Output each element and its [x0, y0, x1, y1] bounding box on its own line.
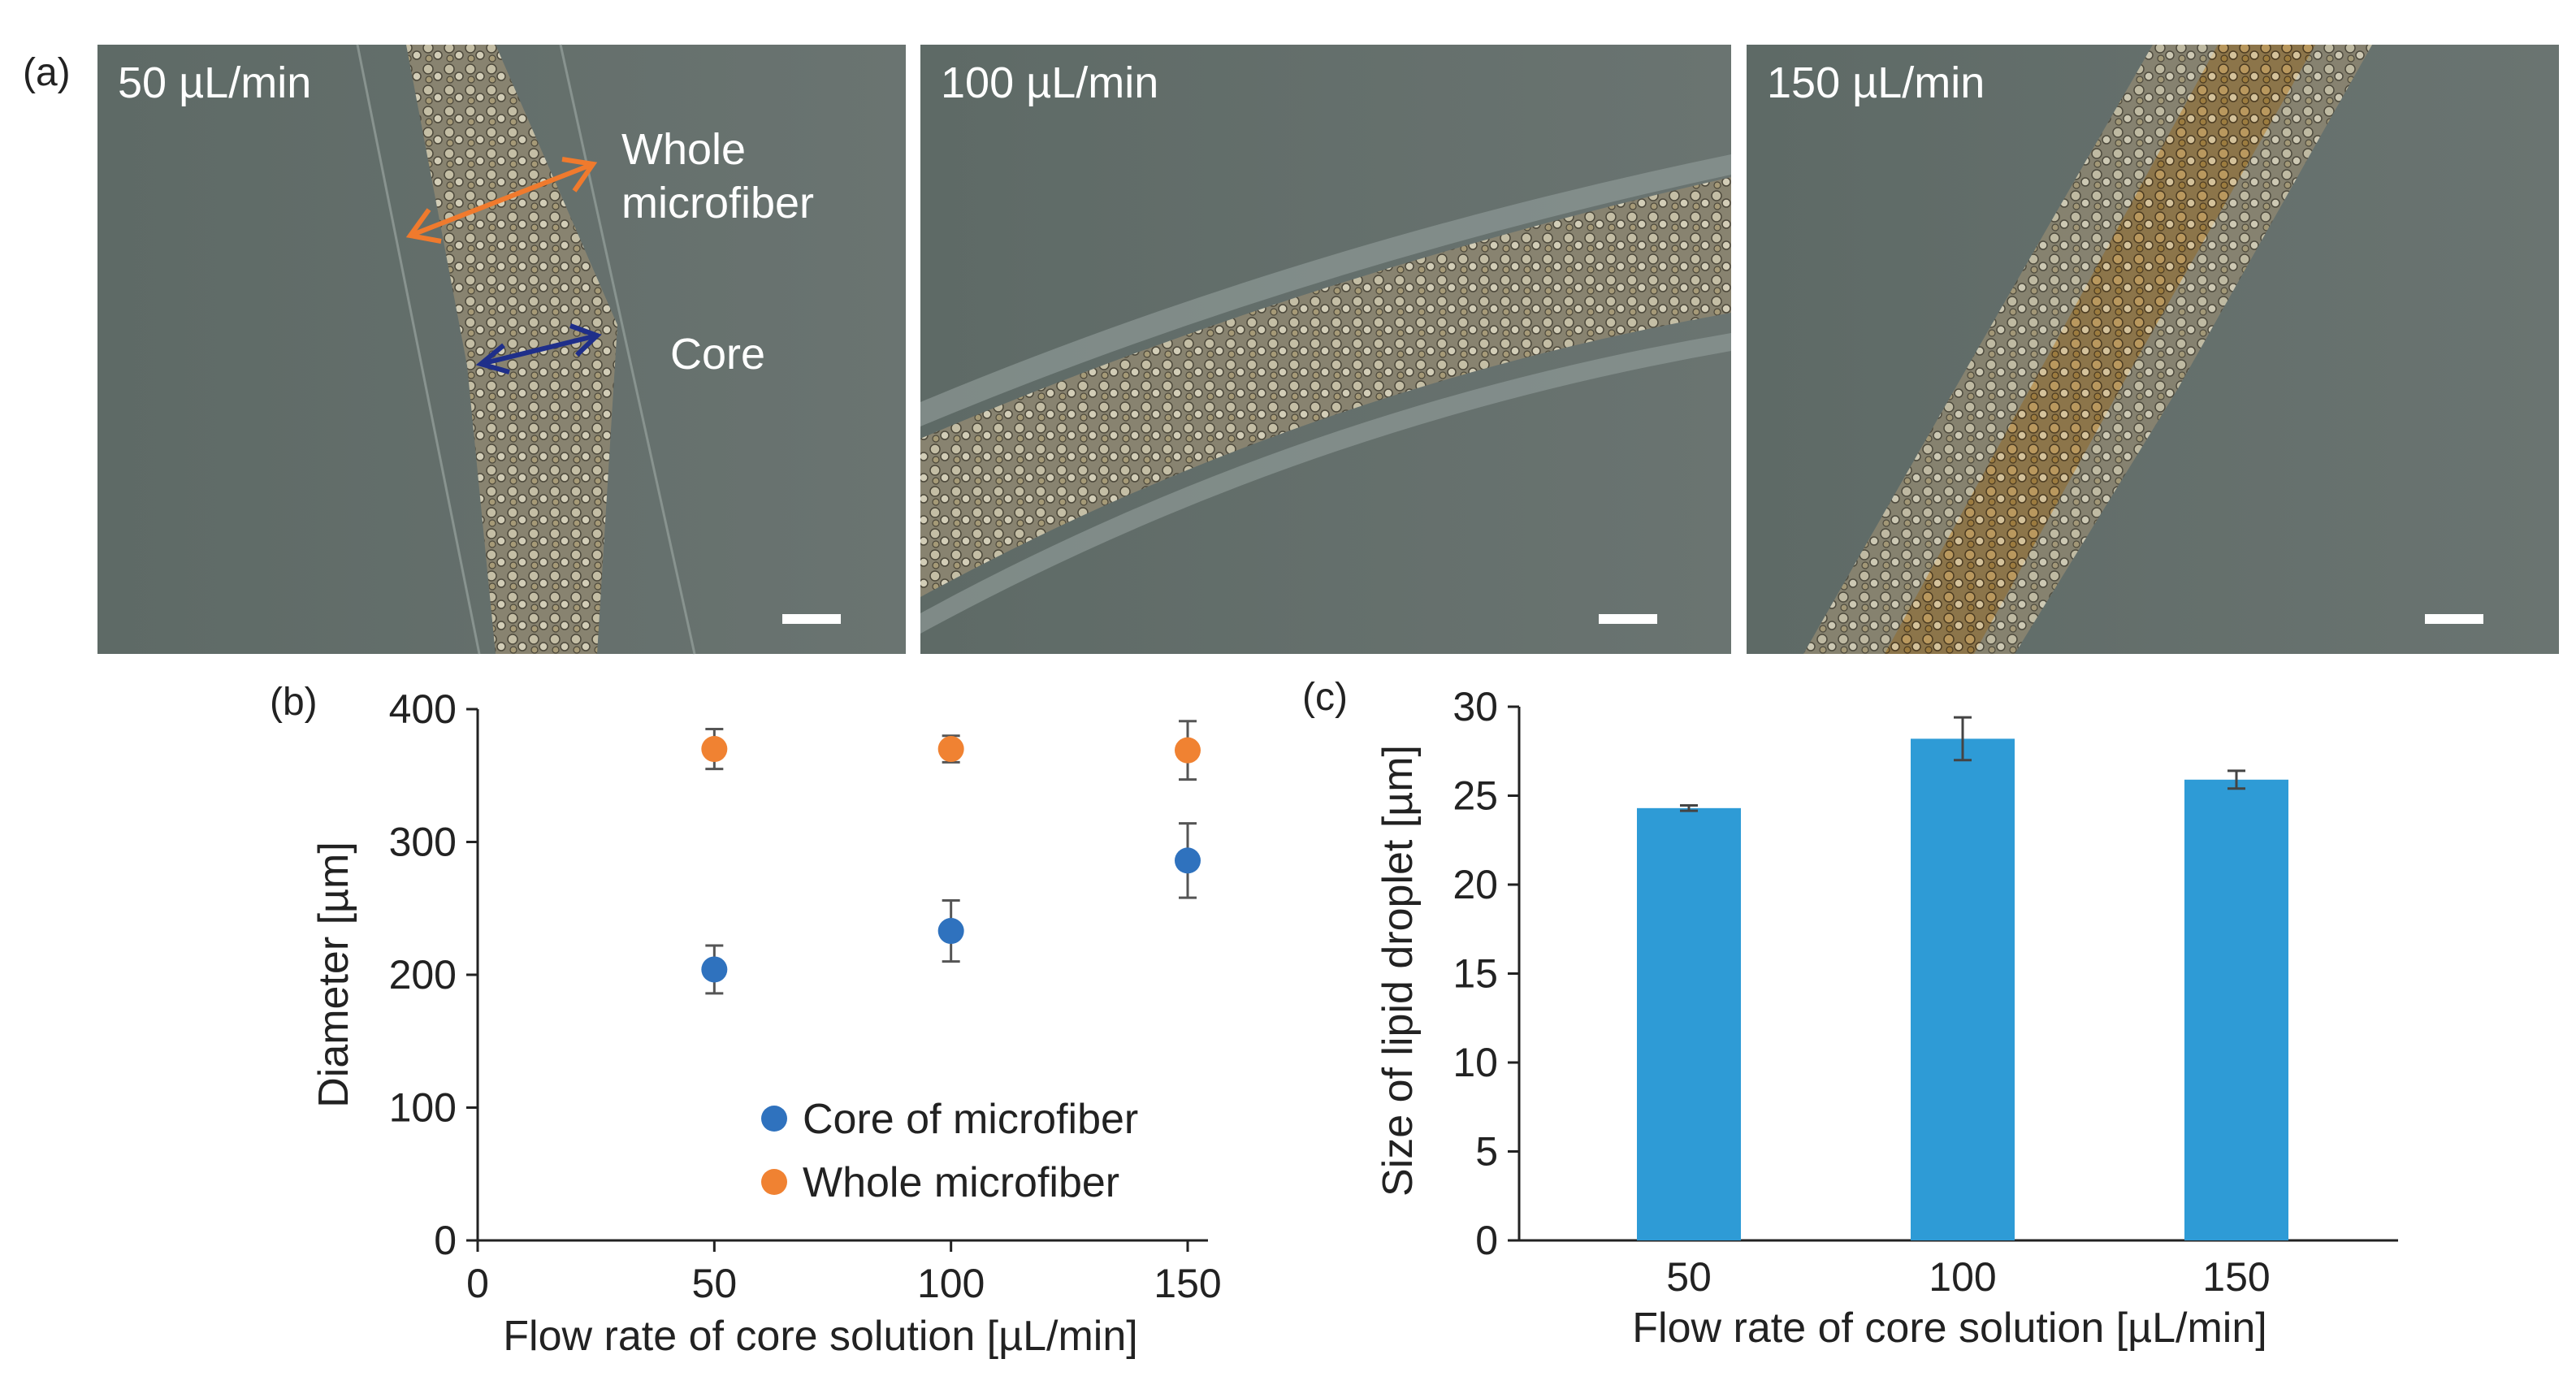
panel-b-label: (b)	[270, 681, 318, 724]
panel-a-label: (a)	[23, 51, 71, 94]
y-axis-title: Diameter [µm]	[310, 842, 357, 1108]
annotation-core: Core	[670, 330, 765, 379]
y-axis-title: Size of lipid droplet [µm]	[1375, 745, 1422, 1197]
y-tick-label: 30	[1453, 684, 1498, 729]
annotation-whole-1: Whole	[621, 125, 746, 174]
x-axis-title: Flow rate of core solution [µL/min]	[1632, 1305, 2266, 1352]
y-tick-label: 400	[389, 686, 457, 732]
x-tick-label: 150	[2202, 1254, 2270, 1300]
data-point-core	[701, 956, 728, 983]
micrograph-150	[1747, 45, 2559, 654]
legend: Core of microfiber Whole microfiber	[761, 1096, 1138, 1206]
y-tick-label: 0	[434, 1218, 457, 1263]
legend-label-core: Core of microfiber	[803, 1096, 1138, 1143]
legend-label-whole: Whole microfiber	[803, 1159, 1119, 1206]
flow-label-150: 150 µL/min	[1767, 58, 1985, 107]
data-point-whole	[1175, 737, 1201, 764]
micrograph-100	[920, 45, 1731, 654]
bar-100	[1911, 738, 2015, 1240]
chart-diameter: 0 100 200 300 400 0 50 100 150 Flow rate of core…	[310, 686, 1222, 1360]
y-tick-label: 10	[1453, 1040, 1498, 1085]
legend-marker-core	[761, 1106, 787, 1132]
x-axis-title: Flow rate of core solution [µL/min]	[503, 1313, 1137, 1360]
annotation-whole-2: microfiber	[621, 179, 814, 227]
y-tick-label: 5	[1475, 1129, 1498, 1175]
x-tick-label: 100	[1929, 1254, 1996, 1300]
data-point-whole	[937, 736, 964, 763]
bar-150	[2184, 779, 2288, 1240]
y-tick-label: 15	[1453, 951, 1498, 997]
x-tick-label: 150	[1154, 1261, 1221, 1306]
x-tick-label: 50	[1666, 1254, 1712, 1300]
y-tick-label: 0	[1475, 1218, 1498, 1263]
y-tick-label: 100	[389, 1085, 457, 1131]
arrow-whole	[405, 157, 598, 244]
scale-bar	[1599, 614, 1657, 624]
y-tick-label: 300	[389, 820, 457, 865]
data-point-core	[1175, 847, 1201, 874]
arrow-core	[475, 323, 602, 374]
flow-label-100: 100 µL/min	[941, 58, 1158, 107]
chart-lipid-droplet: 0 5 10 15 20 25 30 50 100 150 Flow rate of core s…	[1375, 684, 2398, 1352]
flow-label-50: 50 µL/min	[118, 58, 311, 107]
x-tick-label: 0	[466, 1261, 489, 1306]
y-tick-label: 20	[1453, 862, 1498, 907]
y-tick-label: 25	[1453, 773, 1498, 819]
x-tick-label: 100	[917, 1261, 985, 1306]
panel-c-label: (c)	[1302, 676, 1348, 719]
legend-marker-whole	[761, 1169, 787, 1195]
data-point-core	[937, 918, 964, 945]
micrograph-50	[97, 44, 906, 655]
y-tick-label: 200	[389, 952, 457, 998]
data-point-whole	[701, 736, 728, 763]
scale-bar	[2425, 614, 2483, 624]
scale-bar	[782, 614, 841, 624]
bar-50	[1637, 807, 1741, 1240]
x-tick-label: 50	[692, 1261, 738, 1306]
